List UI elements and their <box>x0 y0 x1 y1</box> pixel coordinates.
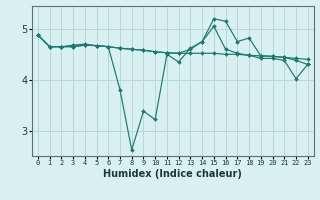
X-axis label: Humidex (Indice chaleur): Humidex (Indice chaleur) <box>103 169 242 179</box>
